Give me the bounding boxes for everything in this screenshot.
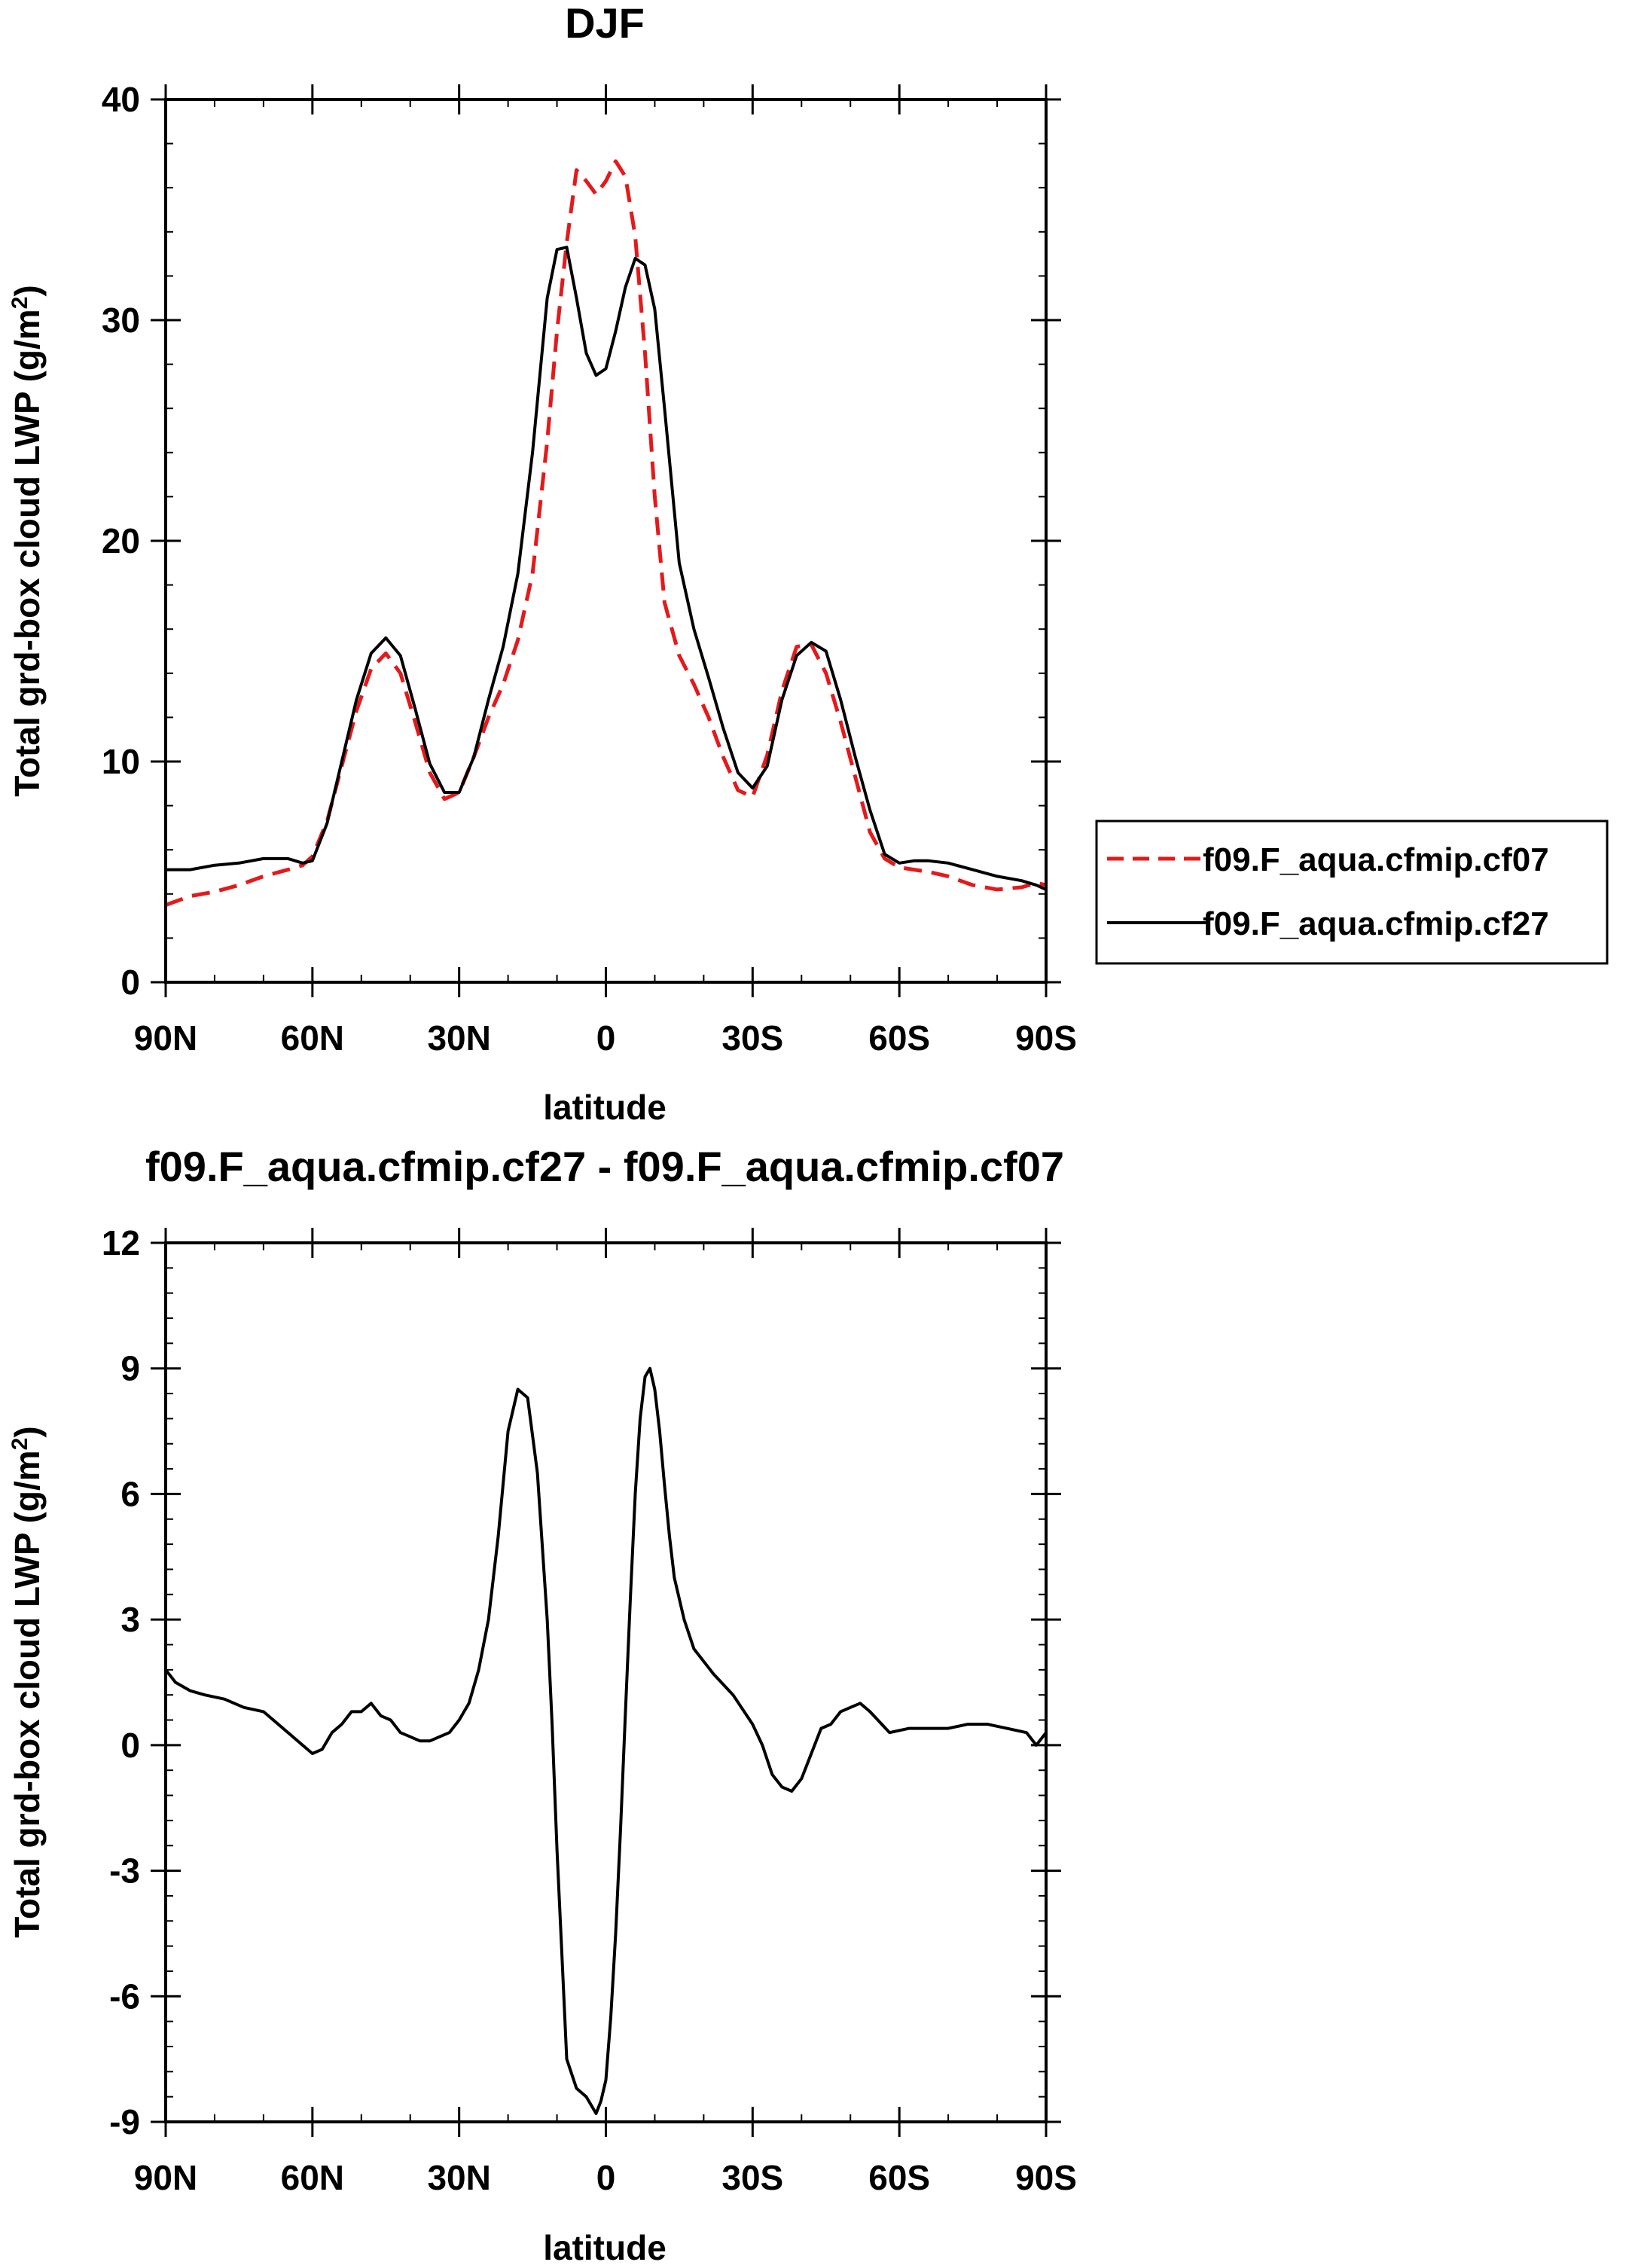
legend-box (1095, 820, 1609, 965)
top-series-line-0 (165, 159, 1047, 907)
bottom-y-tick-label: -3 (109, 1851, 140, 1891)
top-y-tick-label: 0 (120, 963, 140, 1002)
top-x-tick-label: 0 (596, 1018, 616, 1058)
top-series-line-1 (166, 246, 1047, 891)
legend-label-cf27: f09.F_aqua.cfmip.cf27 (1203, 905, 1549, 942)
top-y-axis-label: Total grd-box cloud LWP (g/m2) (8, 285, 47, 796)
top-x-axis-label: latitude (543, 1088, 667, 1127)
bottom-x-axis-label: latitude (543, 2228, 667, 2267)
top-plot-frame (164, 98, 1048, 984)
top-x-tick-label: 90N (134, 1018, 197, 1058)
top-x-tick-label: 60N (281, 1018, 344, 1058)
top-x-tick-label: 30N (427, 1018, 490, 1058)
bottom-y-tick-label: -9 (109, 2102, 140, 2141)
top-y-tick-label: 40 (102, 80, 140, 119)
top-y-tick-label: 20 (102, 521, 140, 560)
bottom-x-tick-label: 30S (721, 2158, 783, 2197)
bottom-panel: f09.F_aqua.cfmip.cf27 - f09.F_aqua.cfmip… (8, 1143, 1077, 2267)
top-x-tick-label: 60S (868, 1018, 930, 1058)
bottom-y-tick-label: 9 (120, 1349, 140, 1388)
top-plot-area: 0 10 20 30 40 90N 60N 30N 0 30S 60S 90S (102, 80, 1077, 1058)
bottom-x-tick-label: 30N (427, 2158, 490, 2197)
bottom-y-tick-label: 6 (120, 1474, 140, 1513)
top-x-tick-label: 30S (721, 1018, 783, 1058)
bottom-y-tick-label: 12 (102, 1223, 140, 1262)
bottom-y-axis-label: Total grd-box cloud LWP (g/m2) (8, 1426, 47, 1937)
bottom-x-tick-label: 90S (1015, 2158, 1077, 2197)
top-panel: DJF 0 10 20 30 40 90N 60N 30N 0 30S 60S 90S latitud… (8, 0, 1609, 1127)
bottom-x-tick-label: 0 (596, 2158, 616, 2197)
bottom-y-tick-label: -6 (109, 1976, 140, 2016)
bottom-x-tick-label: 60N (281, 2158, 344, 2197)
bottom-x-tick-label: 90N (134, 2158, 197, 2197)
top-y-tick-label: 10 (102, 742, 140, 781)
bottom-plot-frame (164, 1241, 1048, 2123)
bottom-y-tick-label: 0 (120, 1726, 140, 1765)
top-chart-title: DJF (565, 0, 645, 47)
bottom-chart-title: f09.F_aqua.cfmip.cf27 - f09.F_aqua.cfmip… (145, 1143, 1064, 1190)
bottom-series-line-0 (164, 1366, 1048, 2115)
bottom-plot-area: -9 -6 -3 0 3 6 9 12 90N 60N 30N 0 30S 60S 90S (102, 1223, 1077, 2197)
bottom-x-tick-label: 60S (868, 2158, 930, 2197)
top-x-tick-label: 90S (1015, 1018, 1077, 1058)
bottom-y-tick-label: 3 (120, 1600, 140, 1639)
legend-label-cf07: f09.F_aqua.cfmip.cf07 (1203, 841, 1549, 878)
legend: f09.F_aqua.cfmip.cf07 f09.F_aqua.cfmip.c… (1095, 820, 1609, 965)
top-y-tick-label: 30 (102, 301, 140, 340)
